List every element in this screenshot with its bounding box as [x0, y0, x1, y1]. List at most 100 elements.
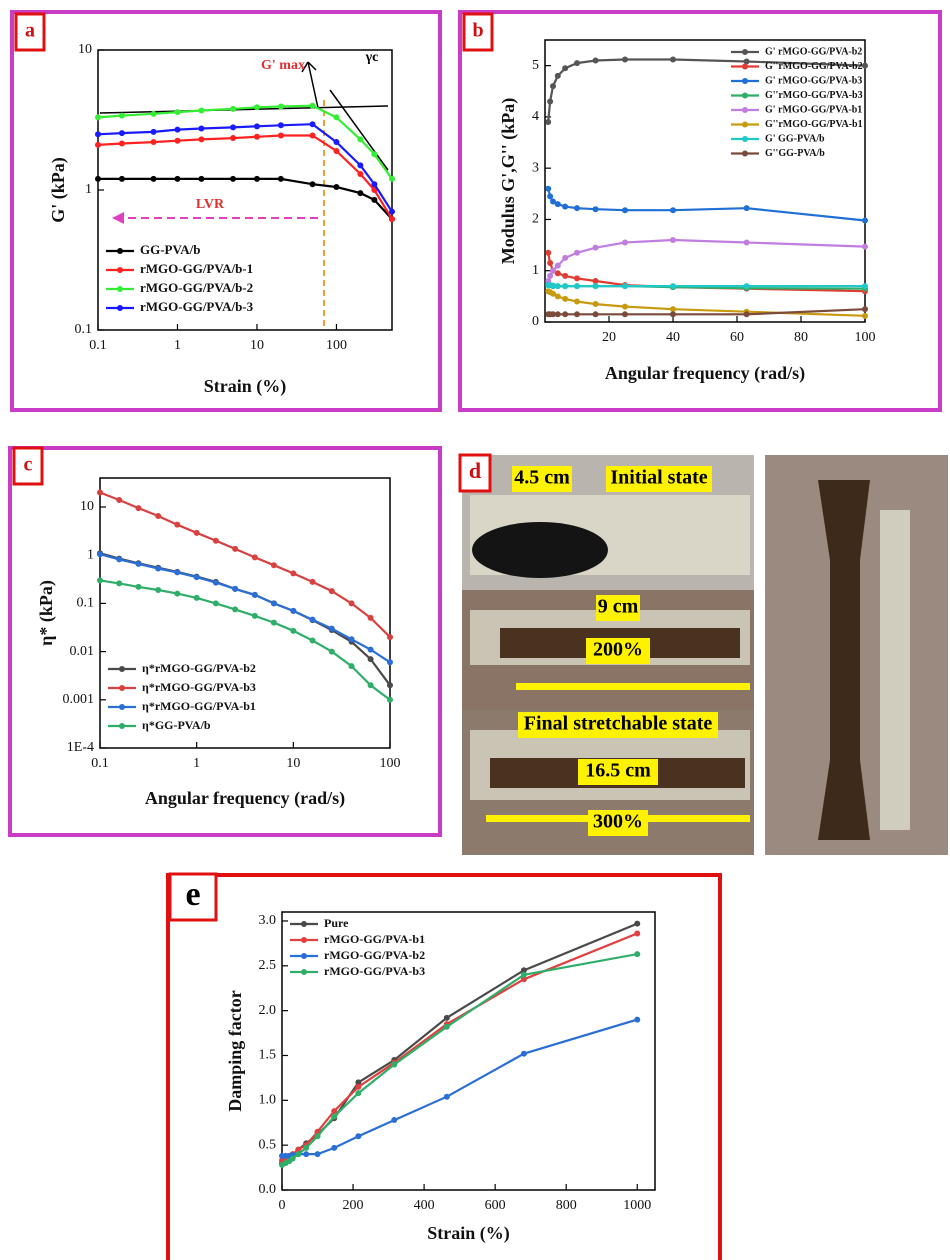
x-tick-label: 60: [730, 330, 744, 345]
y-tick-label: 0.5: [259, 1137, 277, 1152]
legend-label: η*rMGO-GG/PVA-b3: [142, 680, 256, 694]
panel-border: [8, 446, 442, 837]
point: [155, 565, 162, 572]
point: [357, 171, 364, 178]
point: [367, 614, 374, 621]
x-tick-label: 1000: [623, 1198, 651, 1213]
point: [622, 56, 628, 63]
legend-marker: [117, 286, 123, 292]
point: [295, 1151, 302, 1158]
point: [333, 147, 340, 154]
point: [520, 971, 527, 978]
y-tick-label: 5: [532, 58, 539, 73]
point: [212, 537, 219, 544]
guides: [99, 61, 389, 330]
legend-label: G''GG-PVA/b: [765, 148, 825, 159]
legend-label: rMGO-GG/PVA-b3: [324, 964, 425, 978]
point: [550, 290, 556, 297]
point: [290, 627, 297, 634]
point: [357, 136, 364, 143]
point: [309, 132, 316, 139]
point: [290, 607, 297, 614]
legend-label: η*rMGO-GG/PVA-b2: [142, 661, 256, 675]
point: [150, 139, 157, 146]
point: [193, 529, 200, 536]
point: [862, 312, 868, 319]
legend-marker: [742, 107, 748, 113]
point: [333, 139, 340, 146]
legend-marker: [301, 921, 307, 927]
panel-border: [10, 10, 442, 412]
photo-label: 300%: [593, 811, 643, 833]
x-tick-label: 400: [414, 1198, 435, 1213]
point: [743, 239, 750, 246]
legend-marker: [117, 305, 123, 311]
point: [547, 98, 554, 105]
point: [95, 131, 101, 138]
plot-frame: [281, 911, 656, 1191]
point: [251, 591, 258, 598]
point: [371, 151, 378, 158]
point: [331, 1108, 338, 1115]
x-tick-label: 0.1: [91, 756, 109, 771]
series-line: [281, 953, 638, 1166]
point: [174, 569, 181, 576]
point: [592, 277, 599, 284]
x-axis-label: Angular frequency (rad/s): [145, 788, 345, 809]
photo-label: 200%: [593, 639, 643, 661]
point: [95, 175, 101, 182]
point: [670, 207, 676, 214]
tangent-line: [99, 105, 389, 114]
point: [331, 1144, 338, 1151]
point: [862, 283, 868, 290]
point: [520, 1050, 527, 1057]
point: [135, 583, 142, 590]
point: [387, 634, 393, 641]
point: [314, 1151, 321, 1158]
y-axis-label: Modulus G',G'' (kPa): [498, 98, 519, 265]
point: [174, 521, 181, 528]
y-axis-label: G' (kPa): [48, 157, 69, 223]
x-tick-label: 0.1: [89, 338, 107, 353]
point: [357, 190, 364, 197]
point: [355, 1133, 362, 1140]
legend-marker: [301, 953, 307, 959]
legend-label: GG-PVA/b: [140, 242, 200, 257]
point: [155, 586, 162, 593]
point: [562, 272, 569, 279]
point: [348, 663, 355, 670]
point: [198, 107, 205, 114]
point: [562, 254, 569, 261]
point: [309, 102, 316, 109]
legend-label: G' rMGO-GG/PVA-b1: [765, 104, 862, 115]
y-tick-label: 0.1: [77, 596, 95, 611]
legend-label: η*GG-PVA/b: [142, 718, 211, 732]
point: [670, 236, 676, 243]
point: [355, 1090, 362, 1097]
point: [550, 83, 556, 90]
legend-label: G''rMGO-GG/PVA-b1: [765, 119, 863, 130]
point: [309, 181, 316, 188]
x-tick-label: 0: [279, 1198, 286, 1213]
point: [389, 216, 395, 223]
point: [562, 311, 569, 318]
y-tick-label: 2: [532, 212, 539, 227]
label-box: [578, 759, 658, 785]
point: [622, 283, 628, 290]
point: [550, 267, 556, 274]
point: [547, 193, 554, 200]
point: [212, 600, 219, 607]
point: [150, 175, 157, 182]
point: [97, 551, 103, 558]
x-tick-label: 20: [602, 330, 616, 345]
photo-label: Final stretchable state: [524, 713, 713, 735]
point: [193, 574, 200, 581]
point: [135, 505, 142, 512]
y-tick-label: 0: [532, 314, 539, 329]
point: [333, 114, 340, 121]
x-tick-label: 1: [193, 756, 200, 771]
point: [634, 1016, 641, 1023]
y-tick-label: 0.001: [63, 692, 95, 707]
point: [253, 175, 260, 182]
point: [309, 637, 316, 644]
